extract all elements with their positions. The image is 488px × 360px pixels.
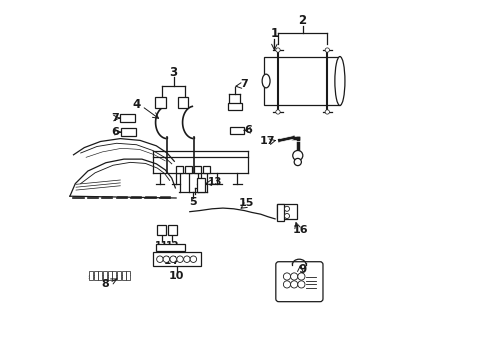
Text: 11: 11 (155, 241, 168, 251)
Bar (120, 114, 135, 122)
Bar (126, 271, 130, 280)
Bar (122, 271, 125, 280)
Circle shape (275, 110, 280, 114)
Circle shape (190, 256, 196, 262)
Bar (94, 271, 98, 280)
Bar (98, 271, 102, 280)
Text: 7: 7 (240, 78, 248, 89)
Bar (185, 166, 192, 173)
Text: 14: 14 (163, 256, 178, 266)
Circle shape (183, 256, 190, 262)
Bar (203, 166, 210, 173)
Circle shape (284, 213, 289, 219)
Bar (176, 166, 183, 173)
FancyBboxPatch shape (275, 262, 322, 302)
Ellipse shape (292, 150, 302, 161)
Text: 12: 12 (165, 241, 179, 251)
Bar (276, 204, 284, 221)
Circle shape (325, 110, 329, 114)
Bar (89, 271, 93, 280)
Text: 6: 6 (244, 125, 251, 135)
Bar (121, 128, 136, 136)
Ellipse shape (262, 74, 269, 88)
Circle shape (297, 281, 305, 288)
Circle shape (294, 158, 301, 166)
Circle shape (170, 256, 176, 262)
Circle shape (325, 48, 329, 52)
Circle shape (177, 256, 183, 262)
Bar (112, 271, 116, 280)
Bar (230, 127, 244, 134)
Bar (156, 244, 185, 251)
Bar (177, 97, 188, 108)
Bar (227, 103, 241, 110)
Bar (167, 225, 177, 235)
Text: 3: 3 (169, 66, 177, 78)
Bar (117, 271, 121, 280)
Text: 1: 1 (270, 27, 278, 40)
Circle shape (283, 273, 290, 280)
Text: 2: 2 (298, 14, 306, 27)
Text: 5: 5 (189, 197, 197, 207)
Circle shape (297, 273, 305, 280)
Bar (276, 204, 296, 219)
Bar (103, 271, 107, 280)
Circle shape (275, 48, 280, 52)
Text: 8: 8 (101, 279, 109, 289)
Circle shape (283, 281, 290, 288)
Text: 16: 16 (292, 225, 307, 235)
Circle shape (156, 256, 163, 262)
Text: 4: 4 (132, 98, 141, 111)
Text: 17: 17 (260, 136, 275, 146)
Bar (194, 166, 201, 173)
Text: 15: 15 (238, 198, 253, 208)
Circle shape (290, 281, 297, 288)
Ellipse shape (334, 57, 344, 105)
Bar (264, 57, 339, 105)
Text: 6: 6 (111, 127, 119, 137)
Circle shape (163, 256, 169, 262)
Bar (155, 97, 166, 108)
Bar (157, 225, 166, 235)
Text: 10: 10 (169, 271, 184, 282)
Text: 7: 7 (111, 113, 119, 123)
Bar (107, 271, 111, 280)
Bar (152, 252, 201, 266)
Circle shape (290, 273, 297, 280)
Circle shape (284, 206, 289, 211)
Text: 9: 9 (297, 263, 305, 276)
Text: 13: 13 (207, 177, 222, 187)
Bar (197, 178, 204, 192)
